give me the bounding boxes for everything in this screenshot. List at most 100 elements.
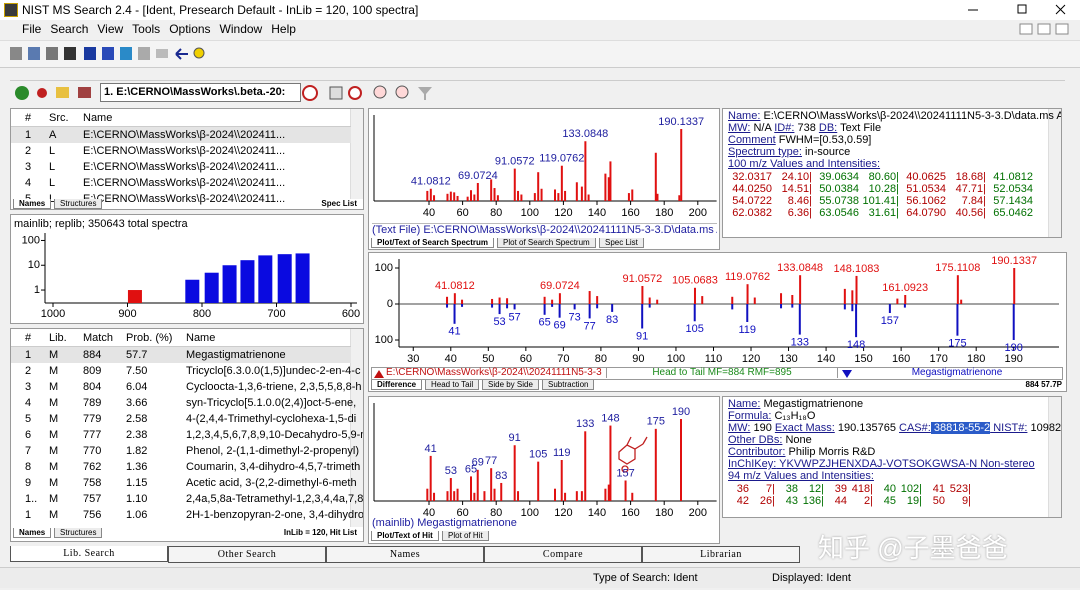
structure-drawing: [618, 436, 648, 473]
peak: [496, 195, 499, 201]
y-tick-label: 0: [387, 298, 393, 310]
menu-item[interactable]: Window: [219, 22, 263, 36]
icon-cut[interactable]: [10, 47, 22, 60]
menu-item[interactable]: File: [22, 22, 42, 36]
icon-zoom-in[interactable]: [373, 85, 387, 99]
table-row[interactable]: 5 M 779 2.58 4-(2,4,4-Trimethyl-cyclohexa-1,…: [11, 411, 356, 427]
icon-table[interactable]: [138, 47, 150, 60]
scrollbar[interactable]: [350, 109, 363, 199]
link[interactable]: Comment: [728, 134, 776, 146]
link[interactable]: CAS#:: [899, 422, 931, 434]
tab[interactable]: Plot/Text of Hit: [371, 531, 439, 541]
tab[interactable]: Plot of Search Spectrum: [497, 238, 596, 248]
table-row[interactable]: 8 M 762 1.36 Coumarin, 3,4-dihydro-4,5,7-tri…: [11, 459, 360, 475]
tab[interactable]: Structures: [54, 528, 103, 538]
icon-list[interactable]: [78, 87, 91, 98]
table-row[interactable]: 4 M 789 3.66 syn-Tricyclo[5.1.0.0(2,4)]oct-5…: [11, 395, 356, 411]
menu-item[interactable]: Tools: [132, 22, 161, 36]
tab[interactable]: Names: [13, 528, 52, 538]
icon-help[interactable]: [193, 47, 205, 59]
link[interactable]: MW:: [728, 422, 751, 434]
icon-mz[interactable]: [156, 49, 168, 58]
table-row[interactable]: 1 M 756 1.06 2H-1-benzopyran-2-one, 3,4-dihy…: [11, 507, 363, 523]
table-row[interactable]: 2 L E:\CERNO\MassWorks\β-2024\\202411...: [11, 143, 351, 159]
link[interactable]: 100 m/z Values and Intensities:: [728, 158, 881, 170]
tab[interactable]: Plot of Hit: [442, 531, 489, 541]
table-row[interactable]: 6 M 777 2.38 1,2,3,4,5,6,7,8,9,10-Decahydro-…: [11, 427, 363, 443]
bottom-tab[interactable]: Librarian: [642, 546, 800, 563]
tab[interactable]: Difference: [371, 380, 423, 390]
mdi-close[interactable]: [1055, 23, 1069, 35]
link[interactable]: DB:: [818, 122, 838, 134]
bottom-tab[interactable]: Compare: [484, 546, 642, 563]
icon-print[interactable]: [64, 47, 76, 60]
spectrum-dropdown[interactable]: 1. E:\CERNO\MassWorks\.beta.-20:: [100, 83, 301, 102]
link[interactable]: Other DBs:: [728, 434, 783, 446]
tab[interactable]: Head to Tail: [425, 380, 480, 390]
table-row[interactable]: 1 M 884 57.7 Megastigmatrienone: [11, 347, 351, 363]
y-tick-label: 1: [34, 284, 40, 296]
table-row[interactable]: 2 M 809 7.50 Tricyclo[6.3.0.0(1,5)]undec-2-e…: [11, 363, 360, 379]
icon-zoom-out[interactable]: [395, 85, 409, 99]
search-icons[interactable]: [10, 83, 100, 103]
tab[interactable]: Structures: [54, 199, 103, 209]
icon-copy[interactable]: [28, 47, 40, 60]
icon-target[interactable]: [348, 86, 362, 100]
x-tick-label: 120: [554, 207, 572, 219]
menu-item[interactable]: Help: [271, 22, 296, 36]
scrollbar[interactable]: [1048, 109, 1061, 237]
tab[interactable]: Subtraction: [542, 380, 595, 390]
icon-tree[interactable]: [329, 86, 343, 100]
link[interactable]: YKVWPZJHENXDAJ-VOTSOKGWSA-N: [776, 458, 978, 470]
link[interactable]: Contributor:: [728, 446, 786, 458]
icon-back[interactable]: [175, 48, 188, 60]
tab[interactable]: Spec List: [599, 238, 644, 248]
bottom-tab[interactable]: Names: [326, 546, 484, 563]
scrollbar[interactable]: [1048, 397, 1061, 517]
table-row[interactable]: 7 M 770 1.82 Phenol, 2-(1,1-dimethyl-2-prope…: [11, 443, 359, 459]
table-row[interactable]: 9 M 758 1.15 Acetic acid, 3-(2,2-dimethyl-6-…: [11, 475, 357, 491]
link[interactable]: Non-stereo: [977, 458, 1035, 470]
icon-go[interactable]: [15, 86, 29, 100]
icon-structure[interactable]: [37, 88, 47, 98]
table-row[interactable]: 3 M 804 6.04 Cycloocta-1,3,6-triene, 2,3,5,5…: [11, 379, 361, 395]
icon-paste[interactable]: [46, 47, 58, 60]
link[interactable]: NIST#:: [990, 422, 1028, 434]
icon-filter[interactable]: [418, 87, 432, 100]
menu-item[interactable]: Search: [50, 22, 89, 36]
icon-h[interactable]: [302, 85, 318, 101]
bottom-tab[interactable]: Other Search: [168, 546, 326, 563]
link[interactable]: Exact Mass:: [774, 422, 835, 434]
toolbar-icons[interactable]: [0, 41, 240, 67]
tab[interactable]: Side by Side: [482, 380, 539, 390]
menu-item[interactable]: Options: [169, 22, 211, 36]
mdi-restore[interactable]: [1037, 23, 1051, 35]
link[interactable]: Name:: [728, 110, 761, 122]
table-row[interactable]: 3 L E:\CERNO\MassWorks\β-2024\\202411...: [11, 159, 351, 175]
icon-ms[interactable]: [84, 47, 96, 60]
tab[interactable]: Plot/Text of Search Spectrum: [371, 238, 494, 248]
mdi-controls[interactable]: [1018, 22, 1078, 36]
close[interactable]: [1055, 4, 1066, 15]
tab[interactable]: Names: [13, 199, 52, 209]
table-row[interactable]: 1 A E:\CERNO\MassWorks\β-2024\\202411...: [11, 127, 351, 143]
link[interactable]: MW:: [728, 122, 751, 134]
restore[interactable]: [1017, 4, 1027, 14]
window-controls[interactable]: [960, 0, 1080, 20]
bottom-tab[interactable]: Lib. Search: [10, 546, 168, 562]
table-row[interactable]: 4 L E:\CERNO\MassWorks\β-2024\\202411...: [11, 175, 351, 191]
link[interactable]: Formula:: [728, 410, 772, 422]
link[interactable]: Name:: [728, 398, 761, 410]
menu-item[interactable]: View: [97, 22, 124, 36]
icon-open[interactable]: [56, 87, 69, 98]
plot-icons[interactable]: [300, 83, 440, 103]
link[interactable]: ID#:: [774, 122, 795, 134]
icon-mw[interactable]: [102, 47, 114, 60]
link[interactable]: InChIKey:: [728, 458, 777, 470]
mdi-min[interactable]: [1019, 23, 1033, 35]
icon-lib[interactable]: [120, 47, 132, 60]
link[interactable]: 94 m/z Values and Intensities:: [728, 470, 874, 482]
table-row[interactable]: 1.. M 757 1.10 2,4a,5,8a-Tetramethyl-1,2,3,4…: [11, 491, 363, 507]
scrollbar[interactable]: [350, 329, 363, 527]
link[interactable]: Spectrum type:: [728, 146, 802, 158]
